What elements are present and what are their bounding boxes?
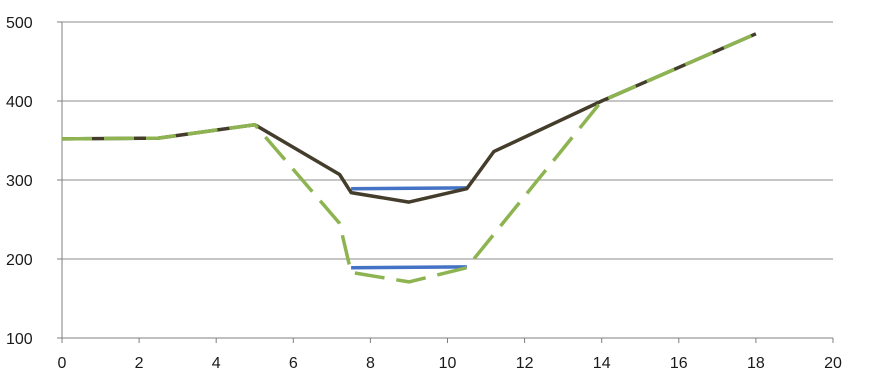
x-tick-label: 14: [593, 355, 611, 372]
x-axis-tick-labels: 0 2 4 6 8 10 12 14 16 18 20: [58, 355, 842, 372]
axes: [57, 21, 834, 343]
x-tick-label: 12: [516, 355, 534, 372]
x-tick-label: 10: [439, 355, 457, 372]
y-tick-label: 300: [6, 173, 33, 190]
series-line-1: [351, 186, 467, 191]
x-tick-label: 4: [212, 355, 221, 372]
x-tick-label: 0: [58, 355, 67, 372]
x-tick-label: 2: [135, 355, 144, 372]
y-tick-label: 200: [6, 252, 33, 269]
series-lines: [61, 32, 757, 284]
y-tick-label: 100: [6, 331, 33, 348]
series-line-2: [351, 265, 467, 270]
x-tick-label: 6: [289, 355, 298, 372]
y-axis-tick-labels: 100 200 300 400 500: [6, 15, 33, 348]
y-tick-label: 500: [6, 15, 33, 32]
series-line-4: [61, 32, 757, 284]
x-tick-label: 20: [824, 355, 842, 372]
x-tick-label: 16: [670, 355, 688, 372]
series-line-3: [61, 32, 757, 204]
x-tick-label: 8: [366, 355, 375, 372]
y-tick-label: 400: [6, 94, 33, 111]
gridlines: [62, 21, 833, 260]
x-tick-label: 18: [747, 355, 765, 372]
